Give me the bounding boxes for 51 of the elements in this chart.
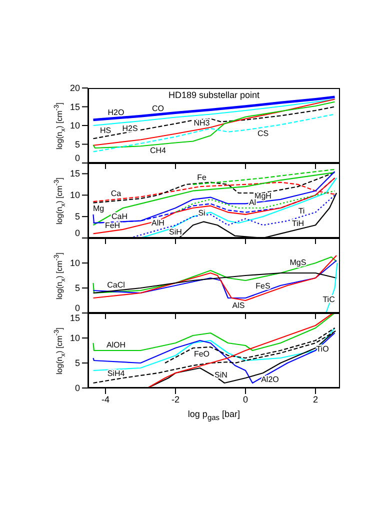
annotation: AlOH	[106, 340, 126, 350]
annotation: SiN	[214, 370, 228, 380]
line-series	[92, 114, 336, 152]
annotation: CaCl	[107, 280, 126, 290]
annotation: CaH	[111, 212, 128, 221]
y-tick-label: 10	[70, 258, 80, 268]
y-tick-label: 5	[74, 283, 80, 293]
y-tick-label: 15	[70, 168, 80, 179]
annotation: TiO	[316, 344, 329, 354]
y-tick-label: 10	[70, 190, 80, 200]
annotation: AlH	[152, 218, 165, 228]
y-tick-label: 5	[74, 139, 80, 150]
annotation: FeS	[256, 281, 270, 290]
annotation: CS	[257, 129, 269, 138]
y-tick-label: 15	[70, 313, 80, 323]
annotation: Mg	[92, 204, 104, 214]
annotation: Ca	[110, 189, 122, 198]
annotation: FeO	[194, 349, 210, 358]
y-tick-label: 10	[70, 333, 80, 343]
y-tick-label: 5	[74, 358, 80, 368]
y-tick-label: 15	[70, 102, 80, 112]
chart-title: HD189 substellar point	[167, 90, 261, 100]
x-tick-label: -4	[101, 394, 110, 404]
y-tick-label: 0	[74, 303, 80, 313]
annotation: SiH4	[107, 368, 126, 378]
annotation: CO	[152, 104, 164, 114]
annotation: H2S	[122, 124, 138, 133]
annotation: CH4	[150, 146, 167, 156]
annotation: FeH	[104, 220, 120, 230]
annotation: TiH	[292, 219, 304, 228]
annotation: MgS	[290, 258, 306, 267]
y-tick-label: 20	[70, 83, 80, 93]
annotation: Ti	[298, 206, 305, 216]
x-tick-label: 2	[312, 394, 318, 404]
x-tick-label: 0	[242, 394, 248, 404]
y-tick-label: 10	[70, 120, 80, 130]
y-tick-label: 0	[74, 383, 80, 393]
x-tick-label: -2	[171, 394, 180, 404]
y-tick-label: 5	[74, 212, 80, 222]
annotation: Al2O	[261, 374, 279, 384]
x-axis-title: log p$_{gas}$ [bar]	[186, 409, 242, 422]
annotation: AlS	[232, 300, 245, 310]
annotation: NH3	[194, 118, 210, 128]
y-tick-label: 0	[74, 228, 80, 238]
annotation: HS	[100, 126, 112, 136]
annotation: MgH	[254, 191, 272, 200]
y-tick-label: 0	[74, 153, 80, 163]
annotation: SiH	[169, 227, 182, 236]
annotation: H2O	[108, 108, 124, 117]
annotation: Fe	[197, 172, 207, 182]
line-series	[92, 106, 336, 140]
